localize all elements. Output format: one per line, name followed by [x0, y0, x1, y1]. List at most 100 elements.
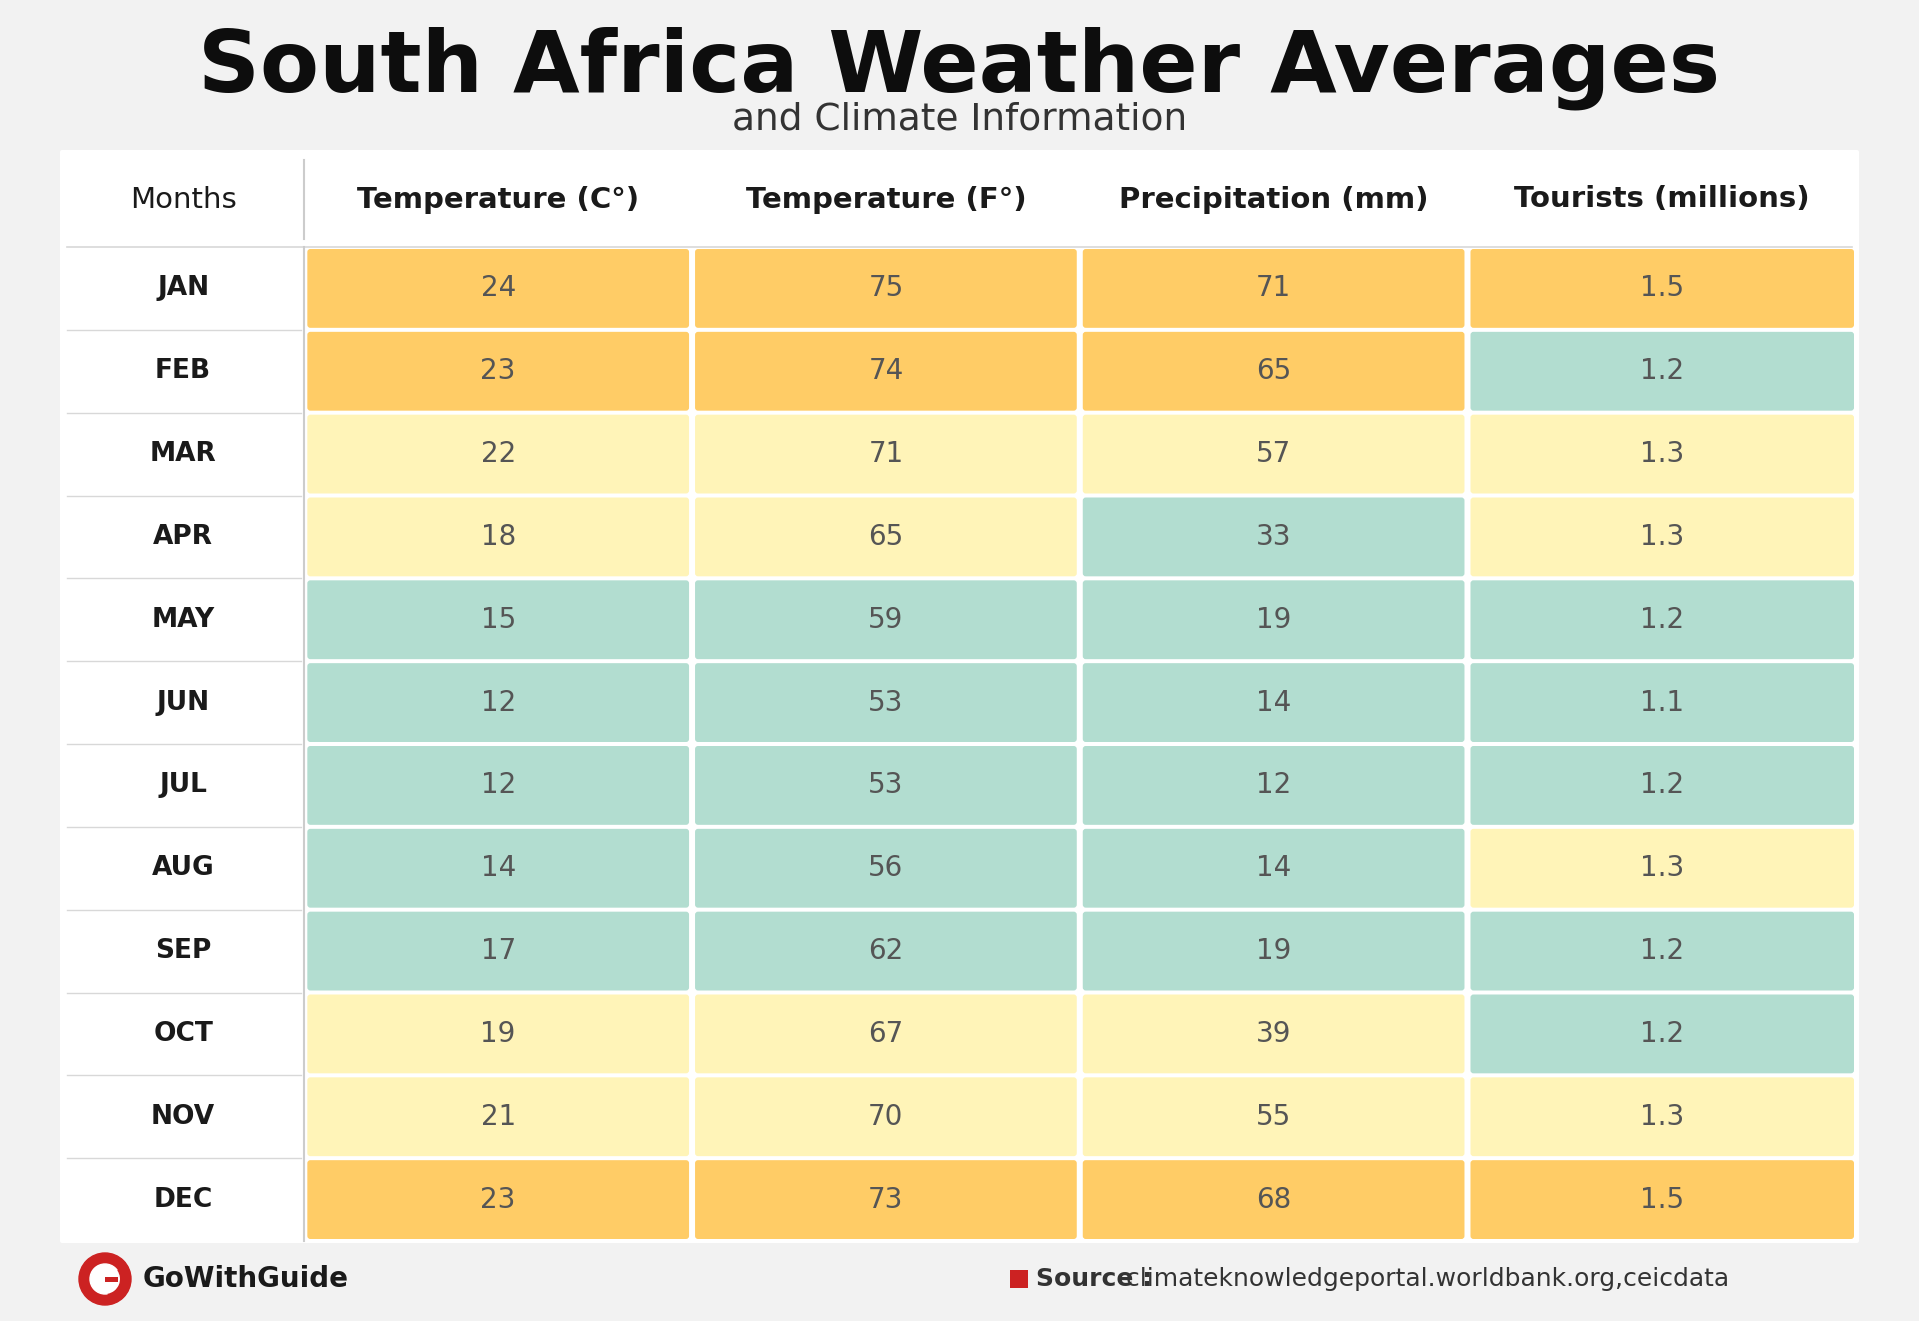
FancyBboxPatch shape: [307, 580, 689, 659]
Text: 22: 22: [480, 440, 516, 468]
Bar: [61, 247, 305, 330]
Text: 23: 23: [480, 357, 516, 386]
FancyBboxPatch shape: [1082, 746, 1464, 824]
Text: South Africa Weather Averages: South Africa Weather Averages: [198, 26, 1721, 110]
FancyBboxPatch shape: [695, 580, 1077, 659]
FancyBboxPatch shape: [1470, 828, 1854, 908]
Text: 71: 71: [1257, 275, 1291, 303]
FancyBboxPatch shape: [307, 1078, 689, 1156]
Text: 1.2: 1.2: [1641, 606, 1685, 634]
Text: 39: 39: [1255, 1020, 1291, 1048]
FancyBboxPatch shape: [1470, 332, 1854, 411]
FancyBboxPatch shape: [1470, 911, 1854, 991]
FancyBboxPatch shape: [695, 1160, 1077, 1239]
FancyBboxPatch shape: [1082, 828, 1464, 908]
Text: 17: 17: [480, 937, 516, 966]
Text: JUN: JUN: [157, 690, 209, 716]
Text: 1.3: 1.3: [1641, 440, 1685, 468]
Text: 73: 73: [867, 1185, 904, 1214]
FancyBboxPatch shape: [1470, 498, 1854, 576]
Text: 24: 24: [480, 275, 516, 303]
Text: 14: 14: [1257, 855, 1291, 882]
Text: 15: 15: [480, 606, 516, 634]
Bar: [61, 412, 305, 495]
Bar: [106, 1276, 117, 1281]
FancyBboxPatch shape: [1470, 1078, 1854, 1156]
Text: 56: 56: [867, 855, 904, 882]
FancyBboxPatch shape: [695, 663, 1077, 742]
Text: 57: 57: [1257, 440, 1291, 468]
FancyBboxPatch shape: [307, 248, 689, 328]
Text: 21: 21: [480, 1103, 516, 1131]
Text: 62: 62: [867, 937, 904, 966]
Text: 19: 19: [1255, 937, 1291, 966]
Text: 23: 23: [480, 1185, 516, 1214]
Text: 12: 12: [1257, 771, 1291, 799]
Text: 74: 74: [867, 357, 904, 386]
Text: MAY: MAY: [152, 606, 215, 633]
FancyBboxPatch shape: [1082, 1078, 1464, 1156]
FancyBboxPatch shape: [1470, 663, 1854, 742]
Text: Source :: Source :: [1036, 1267, 1151, 1291]
Text: JAN: JAN: [157, 275, 209, 301]
Text: 53: 53: [867, 771, 904, 799]
FancyBboxPatch shape: [307, 828, 689, 908]
FancyBboxPatch shape: [695, 332, 1077, 411]
FancyBboxPatch shape: [1470, 995, 1854, 1074]
Text: 75: 75: [867, 275, 904, 303]
Text: Months: Months: [130, 185, 236, 214]
Text: JUL: JUL: [159, 773, 207, 798]
Bar: [61, 992, 305, 1075]
Text: 1.2: 1.2: [1641, 357, 1685, 386]
Text: 65: 65: [867, 523, 904, 551]
FancyBboxPatch shape: [1470, 415, 1854, 494]
FancyBboxPatch shape: [1082, 995, 1464, 1074]
Text: FEB: FEB: [155, 358, 211, 384]
FancyBboxPatch shape: [695, 248, 1077, 328]
Text: 1.5: 1.5: [1641, 1185, 1685, 1214]
Text: 1.1: 1.1: [1641, 688, 1685, 716]
Text: 59: 59: [867, 606, 904, 634]
Text: 14: 14: [1257, 688, 1291, 716]
FancyBboxPatch shape: [307, 911, 689, 991]
Text: Temperature (C°): Temperature (C°): [357, 185, 639, 214]
FancyBboxPatch shape: [695, 911, 1077, 991]
FancyBboxPatch shape: [307, 746, 689, 824]
FancyBboxPatch shape: [307, 663, 689, 742]
Bar: [61, 1075, 305, 1159]
FancyBboxPatch shape: [1470, 746, 1854, 824]
FancyBboxPatch shape: [1470, 1160, 1854, 1239]
Bar: [61, 744, 305, 827]
FancyBboxPatch shape: [1470, 248, 1854, 328]
Text: 65: 65: [1257, 357, 1291, 386]
Text: 18: 18: [480, 523, 516, 551]
FancyBboxPatch shape: [1082, 911, 1464, 991]
Text: 12: 12: [480, 688, 516, 716]
Text: 67: 67: [867, 1020, 904, 1048]
FancyBboxPatch shape: [307, 498, 689, 576]
Bar: [61, 495, 305, 579]
Text: 1.2: 1.2: [1641, 771, 1685, 799]
Text: 14: 14: [480, 855, 516, 882]
Bar: [61, 152, 1858, 247]
Bar: [61, 330, 305, 412]
FancyBboxPatch shape: [1082, 1160, 1464, 1239]
Text: MAR: MAR: [150, 441, 217, 468]
Text: 1.3: 1.3: [1641, 1103, 1685, 1131]
Text: APR: APR: [154, 524, 213, 550]
Text: 1.5: 1.5: [1641, 275, 1685, 303]
Text: climateknowledgeportal.worldbank.org,ceicdata: climateknowledgeportal.worldbank.org,cei…: [1119, 1267, 1729, 1291]
FancyBboxPatch shape: [1082, 415, 1464, 494]
Bar: [61, 1159, 305, 1240]
Text: 71: 71: [867, 440, 904, 468]
Text: OCT: OCT: [154, 1021, 213, 1048]
Text: DEC: DEC: [154, 1186, 213, 1213]
Text: 1.2: 1.2: [1641, 937, 1685, 966]
Text: 12: 12: [480, 771, 516, 799]
FancyBboxPatch shape: [695, 415, 1077, 494]
FancyBboxPatch shape: [307, 995, 689, 1074]
FancyBboxPatch shape: [1470, 580, 1854, 659]
Text: 70: 70: [867, 1103, 904, 1131]
FancyBboxPatch shape: [1082, 498, 1464, 576]
Text: GoWithGuide: GoWithGuide: [144, 1266, 349, 1293]
